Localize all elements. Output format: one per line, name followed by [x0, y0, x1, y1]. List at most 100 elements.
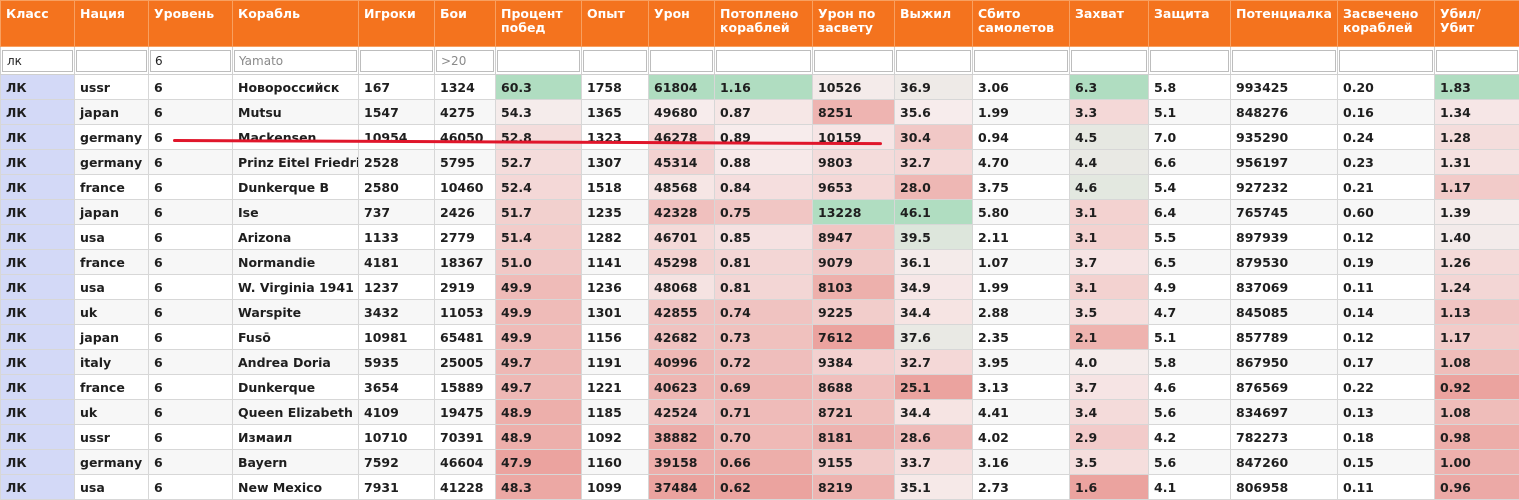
filter-input-kill-death[interactable]: [1436, 50, 1518, 72]
cell-kill-death: 1.34: [1435, 100, 1519, 125]
column-header-potential-damage[interactable]: Потенциалка: [1231, 1, 1338, 47]
filter-input-nation[interactable]: [76, 50, 147, 72]
filter-input-xp[interactable]: [583, 50, 647, 72]
filter-input-damage[interactable]: [650, 50, 713, 72]
cell-ship: Bayern: [233, 450, 359, 475]
column-header-defense[interactable]: Защита: [1149, 1, 1231, 47]
cell-kill-death: 1.08: [1435, 400, 1519, 425]
cell-potential-damage: 935290: [1231, 125, 1338, 150]
cell-ships-spotted: 0.11: [1338, 475, 1435, 500]
column-header-kill-death[interactable]: Убил/ Убит: [1435, 1, 1519, 47]
cell-players: 1237: [359, 275, 435, 300]
cell-class: ЛК: [1, 300, 75, 325]
filter-input-potential-damage[interactable]: [1232, 50, 1336, 72]
cell-kill-death: 1.40: [1435, 225, 1519, 250]
filter-input-players[interactable]: [360, 50, 433, 72]
cell-win-rate: 60.3: [496, 75, 582, 100]
filter-input-ship[interactable]: [234, 50, 357, 72]
cell-planes-shot: 3.75: [973, 175, 1070, 200]
filter-cell: [496, 47, 582, 75]
column-header-spotting-damage[interactable]: Урон по засвету: [813, 1, 895, 47]
cell-class: ЛК: [1, 100, 75, 125]
cell-damage: 37484: [649, 475, 715, 500]
filter-input-tier[interactable]: [150, 50, 231, 72]
filter-input-class[interactable]: [2, 50, 73, 72]
cell-damage: 39158: [649, 450, 715, 475]
filter-input-defense[interactable]: [1150, 50, 1229, 72]
cell-ship: Fusō: [233, 325, 359, 350]
filter-input-win-rate[interactable]: [497, 50, 580, 72]
filter-cell: [649, 47, 715, 75]
cell-planes-shot: 3.06: [973, 75, 1070, 100]
column-header-capture[interactable]: Захват: [1070, 1, 1149, 47]
column-header-survived[interactable]: Выжил: [895, 1, 973, 47]
column-header-tier[interactable]: Уровень: [149, 1, 233, 47]
cell-survived: 46.1: [895, 200, 973, 225]
cell-players: 3432: [359, 300, 435, 325]
cell-kill-death: 1.83: [1435, 75, 1519, 100]
cell-ships-spotted: 0.19: [1338, 250, 1435, 275]
cell-players: 10710: [359, 425, 435, 450]
cell-nation: ussr: [75, 75, 149, 100]
cell-planes-shot: 4.70: [973, 150, 1070, 175]
column-header-battles[interactable]: Бои: [435, 1, 496, 47]
column-header-nation[interactable]: Нация: [75, 1, 149, 47]
column-header-ship[interactable]: Корабль: [233, 1, 359, 47]
filter-cell: [813, 47, 895, 75]
filter-cell: [1070, 47, 1149, 75]
column-header-ships-sunk[interactable]: Потоплено кораблей: [715, 1, 813, 47]
column-header-win-rate[interactable]: Процент побед: [496, 1, 582, 47]
column-header-planes-shot[interactable]: Сбито самолетов: [973, 1, 1070, 47]
cell-capture: 3.7: [1070, 375, 1149, 400]
cell-spotting-damage: 8103: [813, 275, 895, 300]
column-header-xp[interactable]: Опыт: [582, 1, 649, 47]
filter-input-ships-spotted[interactable]: [1339, 50, 1433, 72]
cell-ships-spotted: 0.14: [1338, 300, 1435, 325]
column-header-players[interactable]: Игроки: [359, 1, 435, 47]
column-header-class[interactable]: Класс: [1, 1, 75, 47]
filter-input-spotting-damage[interactable]: [814, 50, 893, 72]
cell-win-rate: 48.9: [496, 425, 582, 450]
cell-xp: 1099: [582, 475, 649, 500]
cell-players: 737: [359, 200, 435, 225]
cell-xp: 1236: [582, 275, 649, 300]
cell-nation: usa: [75, 275, 149, 300]
filter-input-survived[interactable]: [896, 50, 971, 72]
cell-survived: 34.4: [895, 300, 973, 325]
cell-defense: 5.1: [1149, 325, 1231, 350]
cell-players: 4109: [359, 400, 435, 425]
cell-capture: 3.3: [1070, 100, 1149, 125]
column-header-damage[interactable]: Урон: [649, 1, 715, 47]
column-header-ships-spotted[interactable]: Засвечено кораблей: [1338, 1, 1435, 47]
cell-potential-damage: 834697: [1231, 400, 1338, 425]
cell-nation: japan: [75, 325, 149, 350]
cell-ships-spotted: 0.22: [1338, 375, 1435, 400]
cell-ships-spotted: 0.20: [1338, 75, 1435, 100]
cell-nation: usa: [75, 475, 149, 500]
cell-players: 10981: [359, 325, 435, 350]
cell-defense: 6.6: [1149, 150, 1231, 175]
cell-xp: 1185: [582, 400, 649, 425]
filter-input-battles[interactable]: [436, 50, 494, 72]
filter-input-ships-sunk[interactable]: [716, 50, 811, 72]
cell-ships-sunk: 0.62: [715, 475, 813, 500]
filter-input-capture[interactable]: [1071, 50, 1147, 72]
filter-input-planes-shot[interactable]: [974, 50, 1068, 72]
